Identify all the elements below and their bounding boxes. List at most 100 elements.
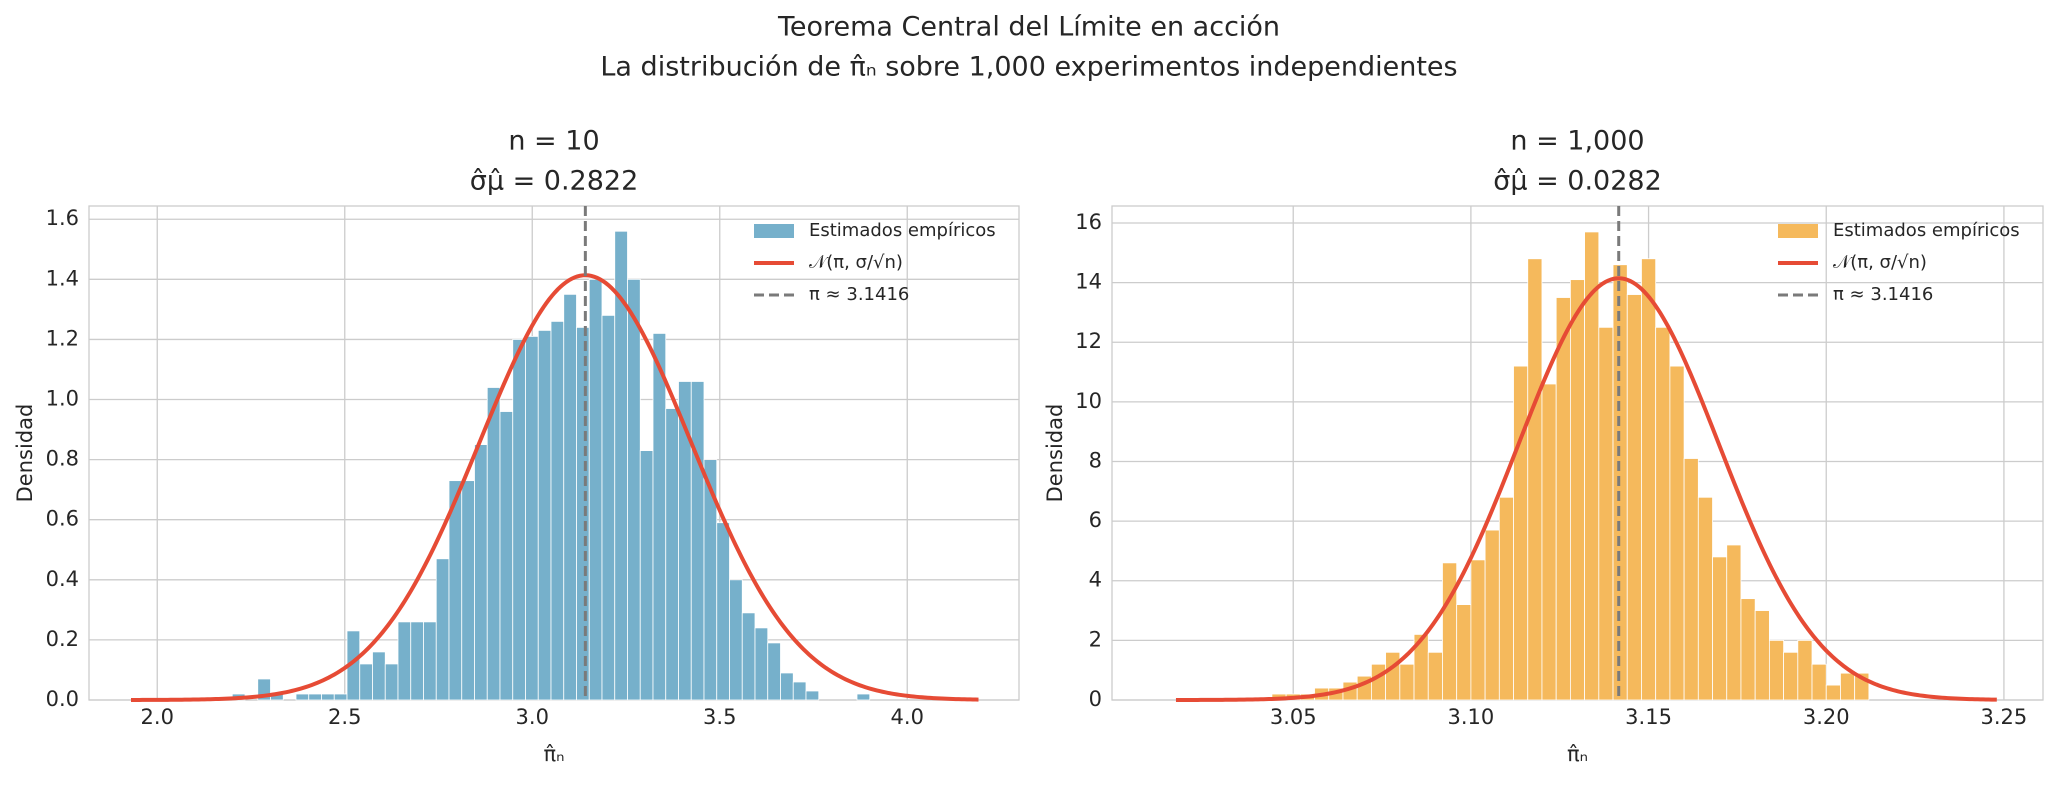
bar [1498, 496, 1514, 701]
bar [512, 339, 526, 701]
x-tick-label: 2.5 [328, 705, 361, 729]
legend-label: π ≈ 3.1416 [809, 284, 909, 305]
legend-swatch [1778, 224, 1818, 238]
bar [1669, 365, 1685, 701]
bar [729, 579, 743, 701]
bar [321, 693, 335, 701]
bar [1641, 258, 1657, 701]
bar [856, 693, 871, 701]
bar [652, 333, 667, 701]
y-tick-label: 8 [1089, 448, 1102, 472]
bar [767, 642, 781, 701]
bar [639, 450, 654, 701]
y-tick-label: 14 [1075, 270, 1102, 294]
x-tick-label: 3.10 [1448, 705, 1495, 729]
x-tick-label: 3.05 [1270, 705, 1317, 729]
bar [397, 621, 412, 701]
bar [576, 326, 590, 701]
normal-curve [1175, 276, 1997, 702]
bar [1541, 383, 1557, 701]
legend-label: Estimados empíricos [1833, 220, 2020, 241]
y-tick-label: 1.4 [46, 266, 79, 290]
x-tick-label: 2.0 [141, 705, 174, 729]
bar [754, 627, 769, 701]
x-tick-label: 3.25 [1981, 705, 2028, 729]
legend-swatch [754, 224, 794, 238]
bar [601, 314, 616, 701]
bar [1797, 639, 1813, 701]
x-tick-label: 3.20 [1803, 705, 1850, 729]
bar [550, 320, 565, 701]
bar [1484, 529, 1500, 701]
bar [1626, 294, 1642, 701]
x-tick-label: 3.5 [703, 705, 736, 729]
bar [1683, 458, 1699, 701]
bar [1840, 672, 1856, 701]
y-tick-label: 1.0 [46, 387, 79, 411]
y-tick-label: 0.6 [46, 507, 79, 531]
bar [372, 651, 386, 701]
chart-title: n = 10 [508, 126, 599, 157]
bar [295, 693, 310, 701]
bar [1470, 559, 1486, 701]
bar [716, 522, 730, 701]
bar [563, 293, 577, 701]
bar [423, 621, 437, 701]
y-tick-label: 1.6 [46, 206, 79, 230]
legend-label: Estimados empíricos [809, 220, 996, 241]
chart-title: n = 1,000 [1510, 126, 1644, 157]
chart-title: σ̂μ̂ = 0.0282 [1493, 166, 1662, 197]
bar [627, 278, 641, 701]
y-tick-label: 0.0 [46, 687, 79, 711]
y-axis-label: Densidad [1043, 404, 1067, 503]
bar [741, 612, 756, 701]
x-axis-label: π̂ₙ [1567, 742, 1588, 766]
chart-title: σ̂μ̂ = 0.2822 [470, 166, 639, 197]
x-tick-label: 3.15 [1625, 705, 1672, 729]
bar [359, 663, 373, 701]
x-tick-label: 4.0 [891, 705, 924, 729]
bar [410, 621, 424, 701]
y-tick-label: 12 [1075, 329, 1102, 353]
bar [1427, 651, 1443, 701]
bar [435, 558, 450, 701]
bar [792, 681, 807, 701]
bar [1513, 365, 1529, 701]
bar [588, 278, 603, 701]
bar [1385, 651, 1401, 701]
bar [1555, 297, 1571, 701]
bar [1726, 544, 1742, 701]
bar [1655, 326, 1671, 701]
bar [1569, 279, 1586, 701]
normal-curve [130, 273, 979, 702]
bar [1712, 556, 1728, 701]
suptitle: Teorema Central del Límite en acción [777, 12, 1280, 43]
y-tick-label: 10 [1075, 389, 1102, 413]
legend-label: π ≈ 3.1416 [1833, 284, 1933, 305]
y-tick-label: 4 [1089, 568, 1102, 592]
bar [308, 693, 322, 701]
bar [1783, 651, 1799, 701]
bar [333, 693, 348, 701]
bar [780, 672, 794, 701]
bar [1811, 663, 1827, 701]
bar [690, 381, 705, 701]
bar [1754, 610, 1770, 701]
legend-label: 𝒩(π, σ/√n) [809, 252, 903, 273]
bar [1371, 663, 1387, 701]
bar [1740, 598, 1756, 701]
bar [537, 330, 552, 701]
y-tick-label: 0.8 [46, 447, 79, 471]
bar [1527, 258, 1543, 701]
bar [474, 444, 488, 701]
bar [1768, 639, 1784, 701]
y-tick-label: 1.2 [46, 326, 79, 350]
legend-label: 𝒩(π, σ/√n) [1833, 252, 1927, 273]
bar [461, 480, 475, 701]
bar [1442, 562, 1458, 701]
y-tick-label: 0.2 [46, 627, 79, 651]
bar [1399, 663, 1415, 701]
bar [1598, 326, 1614, 701]
y-tick-label: 16 [1075, 210, 1102, 234]
